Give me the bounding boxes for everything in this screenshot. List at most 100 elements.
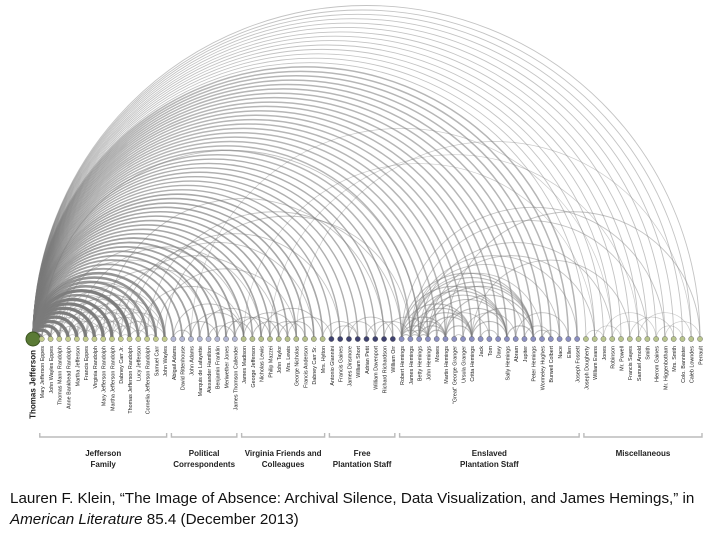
arc-correspondent-link [208,325,236,340]
arc-hemings-link [427,285,534,340]
group-label: Correspondents [173,460,235,469]
arc-misc-link [295,141,692,340]
node-label: Lucy Jefferson [137,346,143,381]
arc-enslaved-link [471,259,631,340]
node-label: John Adams [189,346,195,376]
node-label: James Dinsmore [347,346,353,386]
node-label: Ellen [567,346,573,358]
arc-family-link [50,329,69,340]
node-label: Dabney Carr Sr. [312,346,318,385]
group-bracket [583,433,703,438]
arc-family-link [31,289,132,340]
node-label: Jones [602,346,608,361]
arc-family-link [41,294,130,340]
node-dot [486,336,493,342]
node-label-thomas-jefferson: Thomas Jefferson [28,350,37,419]
node-dot [38,336,45,342]
arc-misc-link [243,163,596,340]
node-label: George Nicholas [295,346,301,386]
node-label: William Orr [391,346,397,373]
node-dot [539,336,545,342]
node-dot [609,336,616,342]
node-label: Davy [497,346,503,359]
arc-jefferson-link [32,97,517,340]
node-label: Dabney Carr Jr. [119,346,125,384]
node-dot [214,336,221,342]
node-label: Francis Gaines [339,346,345,383]
arc-cross-link [58,246,245,340]
arc-family-link [58,299,139,340]
arc-cross-link [41,150,420,340]
node-label: John Wayles [163,346,169,377]
arc-misc-link [664,321,701,340]
arc-misc-link [655,325,683,340]
arc-correspondent-link [278,321,315,340]
node-label: Critta Hemings [470,346,476,382]
arc-hemings-link [471,320,508,340]
node-dot [65,336,71,342]
arc-jefferson-link [32,22,666,340]
node-label: Benjamin Franklin [216,346,222,389]
arc-cross-link [102,198,385,340]
node-dot [109,336,115,342]
group-bracket [39,433,168,438]
node-dot [82,336,89,342]
node-label: Wormeley Hughes [540,346,546,391]
arc-family-link [94,308,157,340]
node-dot [653,336,659,342]
node-dot [495,336,501,342]
node-label: William Davenport [374,346,380,390]
node-label: Abram [514,346,520,362]
arc-jefferson-link [32,40,631,340]
node-dot [662,336,668,342]
node-label: Adrian Petit [365,346,371,374]
node-label: James Madison [242,346,248,384]
node-dot [398,336,405,342]
arc-family-link [50,316,95,340]
arc-hemings-link [444,325,473,340]
node-label: Jack [479,346,485,357]
node-dot [284,336,291,342]
node-label: David Rittenhouse [181,346,187,390]
node-label: John Taylor [277,346,283,374]
node-dot [644,336,651,342]
arc-enslaved-link [409,264,561,340]
node-dot [688,336,695,342]
node-dot [477,336,484,342]
arc-enslaved-link [445,211,701,340]
caption-author-title: Lauren F. Klein, “The Image of Absence: … [10,490,695,507]
node-dot [144,336,150,342]
node-label: Joseph Fossett [576,346,582,383]
arc-family-link [67,308,130,340]
node-dot [521,336,528,342]
arc-family-link [67,321,104,340]
arc-family-link [111,325,139,340]
node-dot [346,336,352,342]
node-labels-layer: Thomas Jefferson Mary Jefferson Eppes John… [28,345,704,418]
node-dot [469,336,475,342]
arc-jefferson-link [32,128,456,340]
node-label: Francis Sayes [628,346,634,380]
node-dot [232,336,238,342]
arc-misc-link [585,329,604,340]
node-dot [354,336,361,342]
citation-caption: Lauren F. Klein, “The Image of Absence: … [10,488,715,530]
node-dot [600,336,607,342]
group-label: Free [354,449,371,458]
node-dot [117,336,124,342]
arc-cross-link [85,268,227,340]
node-dot [319,336,326,342]
node-dot [451,336,458,342]
arc-jefferson-link [32,49,613,340]
arc-family-link [111,312,166,340]
arc-family-link [120,321,157,340]
node-dot [548,336,554,342]
node-label: Mr. Powell [619,346,625,371]
arc-family-link [76,316,122,340]
node-label: Colo. Bannister [681,346,687,383]
node-label: Jupiter [523,346,529,362]
arc-enslaved-link [409,220,648,340]
arc-family-link [76,303,148,340]
node-label: Alexander Hamilton [207,346,213,393]
node-label: George Jefferson [251,346,257,388]
